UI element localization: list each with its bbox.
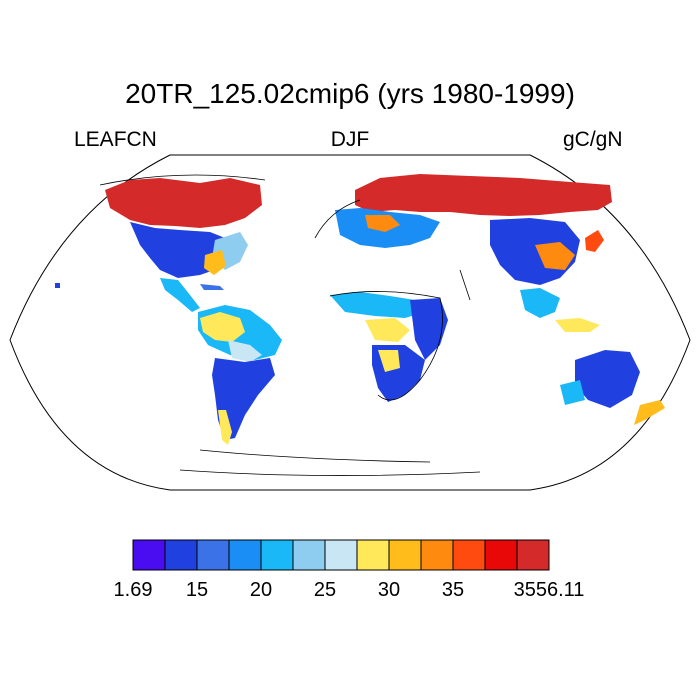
colorbar-box-9: [420, 539, 454, 571]
colorbar-box-8: [388, 539, 422, 571]
south-america-amazon-light: [228, 340, 262, 362]
colorbar-box-11: [484, 539, 518, 571]
europe-orange: [365, 215, 400, 232]
eurasia-boreal: [355, 174, 612, 216]
colorbar-box-2: [196, 539, 230, 571]
units-label: gC/gN: [563, 128, 623, 151]
colorbar: 1.69 15 20 25 30 35 3556.11: [114, 539, 585, 601]
colorbar-box-4: [260, 539, 294, 571]
central-america: [160, 278, 200, 312]
new-zealand: [634, 400, 665, 425]
southeast-asia: [520, 288, 560, 318]
colorbar-tick-label: 20: [250, 579, 272, 601]
colorbar-box-1: [164, 539, 198, 571]
africa-sahel: [330, 292, 425, 318]
coastlines: [99, 174, 481, 476]
japan: [585, 230, 604, 252]
north-america-boreal: [105, 178, 262, 228]
south-america-amazon-yellow: [200, 312, 245, 342]
australia-west: [560, 380, 585, 405]
colorbar-tick-label: 35: [442, 579, 464, 601]
africa-south-yellow: [378, 350, 400, 372]
australia: [575, 350, 640, 408]
colorbar-tick-label: 25: [314, 579, 336, 601]
south-america-patagonia: [218, 410, 232, 445]
colorbar-tick-label: 30: [378, 579, 400, 601]
map-title: 20TR_125.02cmip6 (yrs 1980-1999): [125, 78, 575, 109]
africa-central-yellow: [365, 318, 410, 342]
season-label: DJF: [330, 128, 370, 151]
colorbar-box-12: [516, 539, 550, 571]
colorbar-tick-label: 3556.11: [514, 579, 585, 601]
colorbar-box-5: [292, 539, 326, 571]
north-america-southeast: [204, 250, 226, 275]
colorbar-box-3: [228, 539, 262, 571]
caribbean: [200, 284, 224, 290]
colorbar-box-0: [132, 539, 166, 571]
colorbar-box-7: [356, 539, 390, 571]
asia-east-orange: [535, 242, 575, 270]
colorbar-tick-label: 1.69: [114, 579, 153, 601]
land-fields: [55, 174, 665, 445]
colorbar-box-10: [452, 539, 486, 571]
colorbar-box-6: [324, 539, 358, 571]
hawaii: [55, 283, 60, 288]
variable-label: LEAFCN: [74, 128, 157, 151]
indonesia: [555, 318, 600, 332]
colorbar-tick-label: 15: [186, 579, 208, 601]
